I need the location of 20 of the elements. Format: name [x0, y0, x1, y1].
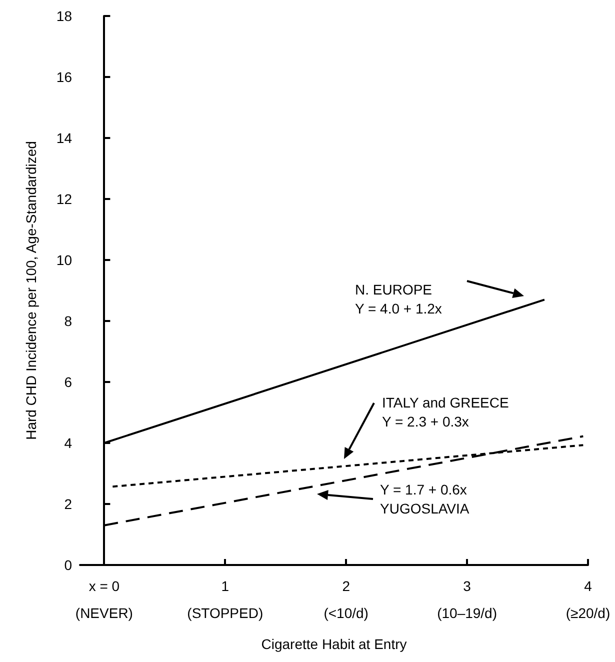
y-tick-label: 16 — [56, 69, 72, 85]
y-tick-label: 10 — [56, 252, 72, 268]
y-tick-label: 18 — [56, 8, 72, 24]
x-tick-label: 3 (10–19/d) — [437, 578, 498, 621]
annotation: N. EUROPE Y = 4.0 + 1.2x — [355, 282, 442, 316]
y-tick-label: 14 — [56, 130, 72, 146]
annotation: Y = 1.7 + 0.6x YUGOSLAVIA — [380, 482, 470, 516]
x-tick-label: x = 0 (NEVER) — [75, 578, 133, 621]
annotation: ITALY and GREECE Y = 2.3 + 0.3x — [382, 394, 509, 430]
y-tick-label: 12 — [56, 191, 72, 207]
x-axis-title: Cigarette Habit at Entry — [261, 636, 407, 652]
y-tick-label: 4 — [64, 435, 72, 451]
y-tick-label: 6 — [64, 374, 72, 390]
y-axis-title: Hard CHD Incidence per 100, Age-Standardized — [23, 141, 39, 440]
y-tick-label: 2 — [64, 496, 72, 512]
x-tick-label: 4 (≥20/d) — [566, 578, 610, 621]
y-tick-label: 8 — [64, 313, 72, 329]
x-tick-label: 1 (STOPPED) — [187, 578, 264, 621]
y-tick-label: 0 — [64, 557, 72, 573]
x-tick-label: 2 (<10/d) — [324, 578, 368, 621]
